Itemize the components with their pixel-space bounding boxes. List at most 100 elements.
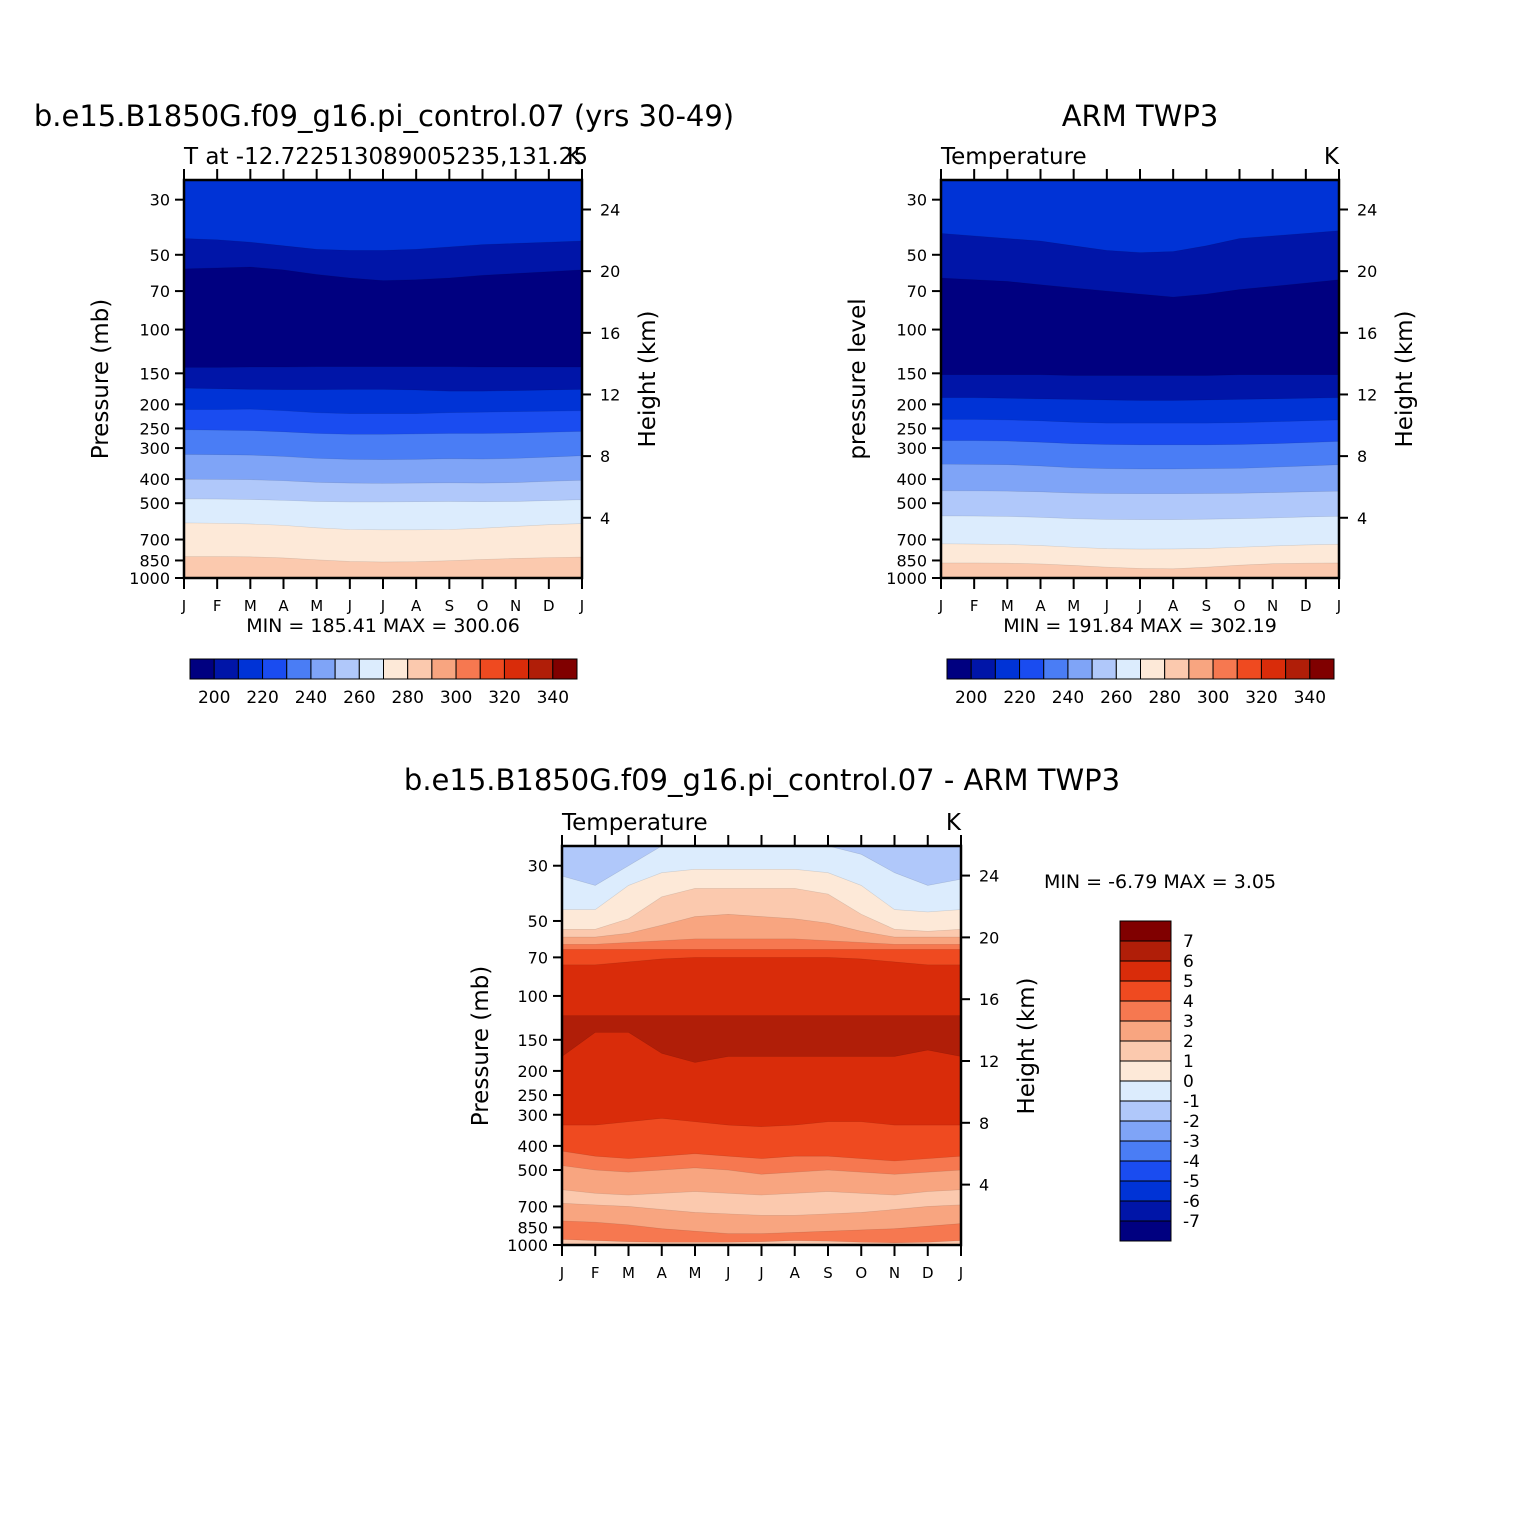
month-tick-label: J — [380, 597, 385, 615]
colorbar-swatch — [1119, 1080, 1172, 1102]
colorbar-swatch — [1119, 1140, 1172, 1162]
colorbar-swatch — [1119, 1040, 1172, 1062]
panel-diff-title: b.e15.B1850G.f09_g16.pi_control.07 - ARM… — [404, 763, 1120, 797]
colorbar-swatch — [479, 658, 505, 680]
month-tick-label: M — [1067, 597, 1080, 615]
month-tick-label: J — [559, 1264, 564, 1282]
month-tick-label: M — [1001, 597, 1014, 615]
month-tick-label: J — [347, 597, 352, 615]
pressure-tick-label: 50 — [150, 246, 170, 265]
colorbar-swatch — [431, 658, 457, 680]
panel-model-ylabel-right: Height (km) — [635, 310, 661, 447]
month-tick-label: D — [543, 597, 555, 615]
month-tick-label: O — [477, 597, 489, 615]
colorbar-swatch — [1236, 658, 1262, 680]
panel-model-subtitle: T at -12.722513089005235,131.25 — [183, 144, 588, 170]
height-tick-label: 4 — [979, 1176, 989, 1195]
panel-obs-title: ARM TWP3 — [1062, 99, 1219, 133]
height-tick-label: 12 — [979, 1052, 999, 1071]
month-tick-label: A — [790, 1264, 801, 1282]
panel-model-ylabel: Pressure (mb) — [88, 299, 114, 459]
panel-model-units: K — [567, 144, 583, 170]
colorbar-swatch — [455, 658, 481, 680]
colorbar-swatch — [1140, 658, 1166, 680]
pressure-tick-label: 250 — [896, 419, 927, 438]
colorbar-label: -5 — [1183, 1172, 1200, 1192]
month-tick-label: J — [1104, 597, 1109, 615]
colorbar-label: -1 — [1183, 1092, 1200, 1112]
colorbar-label: 240 — [295, 688, 327, 708]
month-tick-label: J — [958, 1264, 963, 1282]
pressure-tick-label: 500 — [896, 494, 927, 513]
panel-diff-ylabel-right: Height (km) — [1014, 977, 1040, 1114]
colorbar-label: 340 — [1294, 688, 1326, 708]
colorbar-swatch — [262, 658, 288, 680]
month-tick-label: J — [181, 597, 186, 615]
month-tick-label: J — [758, 1264, 763, 1282]
month-tick-label: D — [922, 1264, 934, 1282]
colorbar-swatch — [1119, 1120, 1172, 1142]
month-tick-label: A — [1035, 597, 1046, 615]
pressure-tick-label: 300 — [139, 439, 170, 458]
height-tick-label: 12 — [1357, 385, 1377, 404]
pressure-tick-label: 30 — [150, 191, 170, 210]
month-tick-label: M — [244, 597, 257, 615]
colorbar-label: -2 — [1183, 1112, 1200, 1132]
pressure-tick-label: 400 — [896, 470, 927, 489]
pressure-tick-label: 200 — [896, 395, 927, 414]
panel-model-temperature: b.e15.B1850G.f09_g16.pi_control.07 (yrs … — [34, 99, 734, 708]
colorbar-label: 340 — [537, 688, 569, 708]
pressure-tick-label: 400 — [517, 1137, 548, 1156]
month-tick-label: S — [1202, 597, 1212, 615]
colorbar-label: 200 — [955, 688, 987, 708]
colorbar-swatch — [1115, 658, 1141, 680]
height-tick-label: 8 — [600, 447, 610, 466]
pressure-tick-label: 150 — [139, 364, 170, 383]
pressure-tick-label: 400 — [139, 470, 170, 489]
colorbar-label: 300 — [440, 688, 472, 708]
pressure-tick-label: 850 — [517, 1218, 548, 1237]
month-tick-label: O — [855, 1264, 867, 1282]
height-tick-label: 8 — [1357, 447, 1367, 466]
pressure-tick-label: 1000 — [886, 569, 927, 588]
month-tick-label: M — [622, 1264, 635, 1282]
colorbar-swatch — [1119, 960, 1172, 982]
panel-obs-temperature: ARM TWP3 Temperature K 30 50 70 100 150 200 25… — [845, 99, 1418, 708]
panel-obs-subtitle: Temperature — [940, 144, 1087, 170]
month-tick-label: O — [1234, 597, 1246, 615]
colorbar-swatch — [1019, 658, 1045, 680]
colorbar-label: 300 — [1197, 688, 1229, 708]
panel-obs-units: K — [1324, 144, 1340, 170]
colorbar-swatch — [1188, 658, 1214, 680]
colorbar-swatch — [1119, 1200, 1172, 1222]
panel-model-colorbar: 200 220 240 260 280 300 320 340 — [189, 658, 578, 708]
pressure-tick-label: 250 — [517, 1086, 548, 1105]
month-tick-label: S — [445, 597, 455, 615]
pressure-tick-label: 30 — [907, 191, 927, 210]
pressure-tick-label: 150 — [517, 1031, 548, 1050]
colorbar-swatch — [528, 658, 554, 680]
colorbar-swatch — [1119, 1000, 1172, 1022]
panel-diff-contours — [561, 845, 962, 1246]
pressure-tick-label: 500 — [139, 494, 170, 513]
panel-diff-ylabel: Pressure (mb) — [468, 966, 494, 1126]
colorbar-label: 280 — [1148, 688, 1180, 708]
height-tick-label: 24 — [600, 201, 620, 220]
month-tick-label: F — [970, 597, 979, 615]
pressure-tick-label: 200 — [517, 1062, 548, 1081]
colorbar-label: -3 — [1183, 1132, 1200, 1152]
colorbar-label: 280 — [391, 688, 423, 708]
colorbar-label: 220 — [246, 688, 278, 708]
month-tick-label: J — [579, 597, 584, 615]
colorbar-swatch — [1119, 1220, 1172, 1242]
month-tick-label: N — [510, 597, 521, 615]
pressure-tick-label: 500 — [517, 1161, 548, 1180]
panel-model-minmax: MIN = 185.41 MAX = 300.06 — [246, 615, 520, 637]
pressure-tick-label: 100 — [517, 987, 548, 1006]
colorbar-swatch — [1119, 1060, 1172, 1082]
panel-obs-contours — [940, 179, 1340, 579]
colorbar-swatch — [334, 658, 360, 680]
